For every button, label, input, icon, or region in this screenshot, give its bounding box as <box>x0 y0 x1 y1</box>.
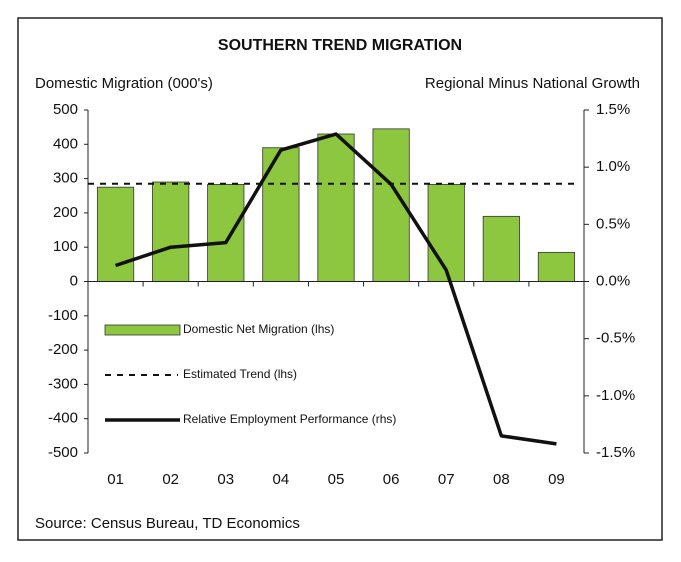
bar <box>96 186 135 282</box>
bar <box>537 251 576 282</box>
y-tick-label: -400 <box>48 410 78 427</box>
y2-tick-label: -0.5% <box>596 330 635 347</box>
y-tick-label: 500 <box>53 101 78 118</box>
x-tick-label: 07 <box>438 471 455 488</box>
y-axis-label: Domestic Migration (000's) <box>35 75 213 92</box>
y-tick-label: 0 <box>70 272 78 289</box>
y2-tick-label: -1.0% <box>596 387 635 404</box>
y2-tick-label: 1.0% <box>596 158 630 175</box>
bar <box>317 133 355 282</box>
x-tick-label: 01 <box>107 471 124 488</box>
y-tick-label: -100 <box>48 307 78 324</box>
y-tick-label: -300 <box>48 375 78 392</box>
x-tick-label: 08 <box>493 471 510 488</box>
y-tick-label: -500 <box>48 444 78 461</box>
y-tick-label: 400 <box>53 135 78 152</box>
y-tick-label: -200 <box>48 341 78 358</box>
bar <box>152 181 190 282</box>
y2-tick-label: 0.5% <box>596 215 630 232</box>
y-tick-label: 100 <box>53 238 78 255</box>
x-tick-label: 06 <box>383 471 400 488</box>
x-tick-label: 05 <box>328 471 345 488</box>
x-tick-label: 09 <box>548 471 565 488</box>
chart-title: SOUTHERN TREND MIGRATION <box>218 37 462 54</box>
x-tick-label: 02 <box>162 471 179 488</box>
bar <box>482 215 520 282</box>
legend-swatch <box>104 324 181 336</box>
y-tick-label: 300 <box>53 170 78 187</box>
y2-tick-label: 1.5% <box>596 101 630 118</box>
legend-label: Relative Employment Performance (rhs) <box>183 412 396 426</box>
bar <box>427 184 465 282</box>
y2-tick-label: 0.0% <box>596 272 630 289</box>
legend-label: Domestic Net Migration (lhs) <box>183 322 334 336</box>
source: Source: Census Bureau, TD Economics <box>35 515 300 532</box>
line <box>115 132 557 446</box>
y2-axis-label: Regional Minus National Growth <box>425 75 640 92</box>
x-tick-label: 04 <box>273 471 290 488</box>
y-tick-label: 200 <box>53 204 78 221</box>
bar <box>207 184 245 282</box>
bar <box>262 147 300 282</box>
x-tick-label: 03 <box>217 471 234 488</box>
legend-label: Estimated Trend (lhs) <box>183 367 297 381</box>
y2-tick-label: -1.5% <box>596 444 635 461</box>
